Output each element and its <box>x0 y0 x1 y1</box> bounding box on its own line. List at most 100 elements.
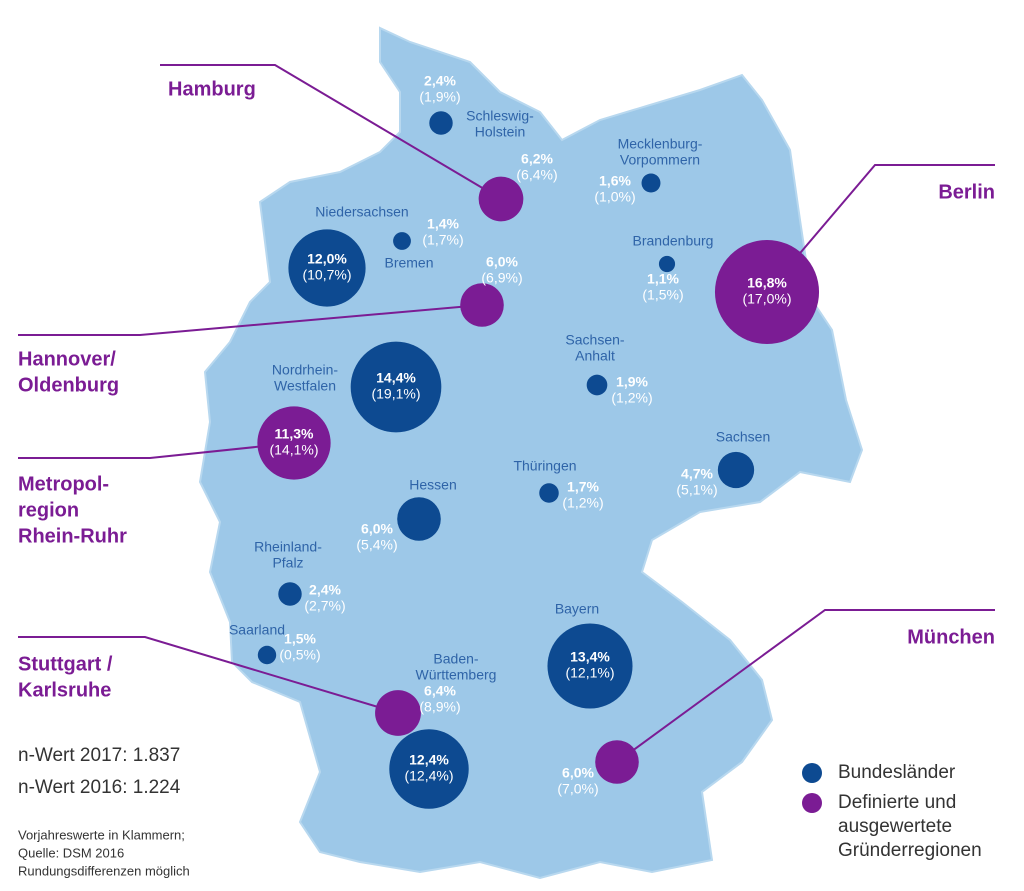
prev-value-label: (14,1%) <box>269 442 318 458</box>
leader-line <box>18 442 295 459</box>
value-label: 2,4% <box>424 73 456 89</box>
prev-value-label: (10,7%) <box>302 267 351 283</box>
state-bubble <box>350 341 442 433</box>
state-name: Schleswig- <box>466 108 534 124</box>
region-bubble <box>595 740 639 784</box>
legend-label: ausgewertete <box>838 816 952 837</box>
region-name: Karlsruhe <box>18 679 111 701</box>
prev-value-label: (17,0%) <box>742 291 791 307</box>
state-name: Sachsen- <box>565 332 624 348</box>
value-label: 2,4% <box>309 582 341 598</box>
prev-value-label: (2,7%) <box>304 598 345 614</box>
prev-value-label: (1,7%) <box>422 232 463 248</box>
region-name: Hamburg <box>168 78 256 100</box>
value-label: 1,7% <box>567 479 599 495</box>
value-label: 11,3% <box>275 426 314 442</box>
state-name: Brandenburg <box>633 233 714 249</box>
prev-value-label: (1,5%) <box>642 287 683 303</box>
legend-dot <box>802 793 822 813</box>
region-name: Hannover/ <box>18 348 116 370</box>
prev-value-label: (6,4%) <box>516 167 557 183</box>
footnote: Vorjahreswerte in Klammern; <box>18 827 185 842</box>
prev-value-label: (8,9%) <box>419 699 460 715</box>
legend-label: Gründerregionen <box>838 840 982 861</box>
prev-value-label: (5,1%) <box>676 482 717 498</box>
state-name: Hessen <box>409 477 456 493</box>
state-name: Pfalz <box>272 555 303 571</box>
region-name: Oldenburg <box>18 374 119 396</box>
prev-value-label: (1,2%) <box>562 495 603 511</box>
value-label: 13,4% <box>570 649 610 665</box>
region-name: Rhein-Ruhr <box>18 525 127 547</box>
prev-value-label: (5,4%) <box>356 537 397 553</box>
value-label: 1,5% <box>284 631 316 647</box>
state-name: Holstein <box>475 124 526 140</box>
value-label: 6,4% <box>424 683 456 699</box>
leader-line <box>18 304 483 336</box>
state-name: Niedersachsen <box>315 204 408 220</box>
state-name: Sachsen <box>716 429 770 445</box>
value-label: 6,0% <box>361 521 393 537</box>
state-bubble <box>641 173 661 193</box>
value-label: 14,4% <box>376 370 416 386</box>
value-label: 12,4% <box>409 752 449 768</box>
region-bubble <box>460 283 504 327</box>
value-label: 6,0% <box>562 765 594 781</box>
sample-size: n-Wert 2016: 1.224 <box>18 777 181 798</box>
region-name: Stuttgart / <box>18 653 113 675</box>
state-name: Westfalen <box>274 378 336 394</box>
state-bubble <box>547 623 633 709</box>
state-bubble <box>389 729 469 809</box>
leader-line <box>18 636 399 714</box>
region-bubble <box>257 406 331 480</box>
prev-value-label: (1,9%) <box>419 89 460 105</box>
state-name: Thüringen <box>513 458 576 474</box>
prev-value-label: (1,0%) <box>594 189 635 205</box>
value-label: 1,1% <box>647 271 679 287</box>
prev-value-label: (0,5%) <box>279 647 320 663</box>
state-bubble <box>278 582 302 606</box>
state-name: Vorpommern <box>620 152 700 168</box>
germany-outline <box>198 26 864 880</box>
state-name: Nordrhein- <box>272 362 338 378</box>
footnote: Quelle: DSM 2016 <box>18 845 124 860</box>
legend-label: Definierte und <box>838 792 956 813</box>
region-bubble <box>714 239 820 345</box>
state-name: Mecklenburg- <box>618 136 703 152</box>
prev-value-label: (6,9%) <box>481 270 522 286</box>
region-name: region <box>18 499 79 521</box>
state-bubble <box>397 497 441 541</box>
leader-line <box>160 64 502 200</box>
prev-value-label: (1,2%) <box>611 390 652 406</box>
leader-line <box>616 609 995 763</box>
sample-size: n-Wert 2017: 1.837 <box>18 745 180 766</box>
value-label: 6,2% <box>521 151 553 167</box>
footnote: Rundungsdifferenzen möglich <box>18 863 190 878</box>
region-bubble <box>375 690 421 736</box>
state-bubble <box>257 645 277 665</box>
state-bubble <box>539 483 559 503</box>
state-name: Anhalt <box>575 348 615 364</box>
state-bubble <box>717 451 755 489</box>
prev-value-label: (12,4%) <box>404 768 453 784</box>
legend-label: Bundesländer <box>838 762 956 783</box>
leader-line <box>766 164 995 293</box>
state-name: Baden- <box>433 651 478 667</box>
state-name: Saarland <box>229 622 285 638</box>
value-label: 16,8% <box>747 275 787 291</box>
state-name: Rheinland- <box>254 539 322 555</box>
value-label: 1,6% <box>599 173 631 189</box>
state-bubble <box>658 255 676 273</box>
state-bubble <box>586 374 608 396</box>
region-bubble <box>478 176 524 222</box>
state-name: Bayern <box>555 601 599 617</box>
value-label: 1,9% <box>616 374 648 390</box>
prev-value-label: (7,0%) <box>557 781 598 797</box>
state-name: Bremen <box>384 255 433 271</box>
value-label: 6,0% <box>486 254 518 270</box>
prev-value-label: (12,1%) <box>565 665 614 681</box>
prev-value-label: (19,1%) <box>371 386 420 402</box>
state-bubble <box>429 111 453 135</box>
region-name: München <box>907 626 995 648</box>
region-name: Metropol- <box>18 473 109 495</box>
